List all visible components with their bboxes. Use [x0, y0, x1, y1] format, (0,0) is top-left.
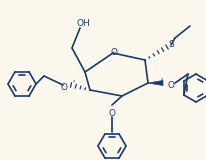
- Text: S: S: [168, 40, 174, 48]
- Text: OH: OH: [76, 19, 90, 28]
- Text: O: O: [168, 80, 175, 89]
- Text: ': ': [72, 80, 74, 88]
- Text: O: O: [109, 108, 116, 117]
- Text: O: O: [61, 83, 68, 92]
- Text: O: O: [110, 48, 117, 56]
- Text: ': ': [161, 77, 163, 87]
- Polygon shape: [148, 80, 163, 85]
